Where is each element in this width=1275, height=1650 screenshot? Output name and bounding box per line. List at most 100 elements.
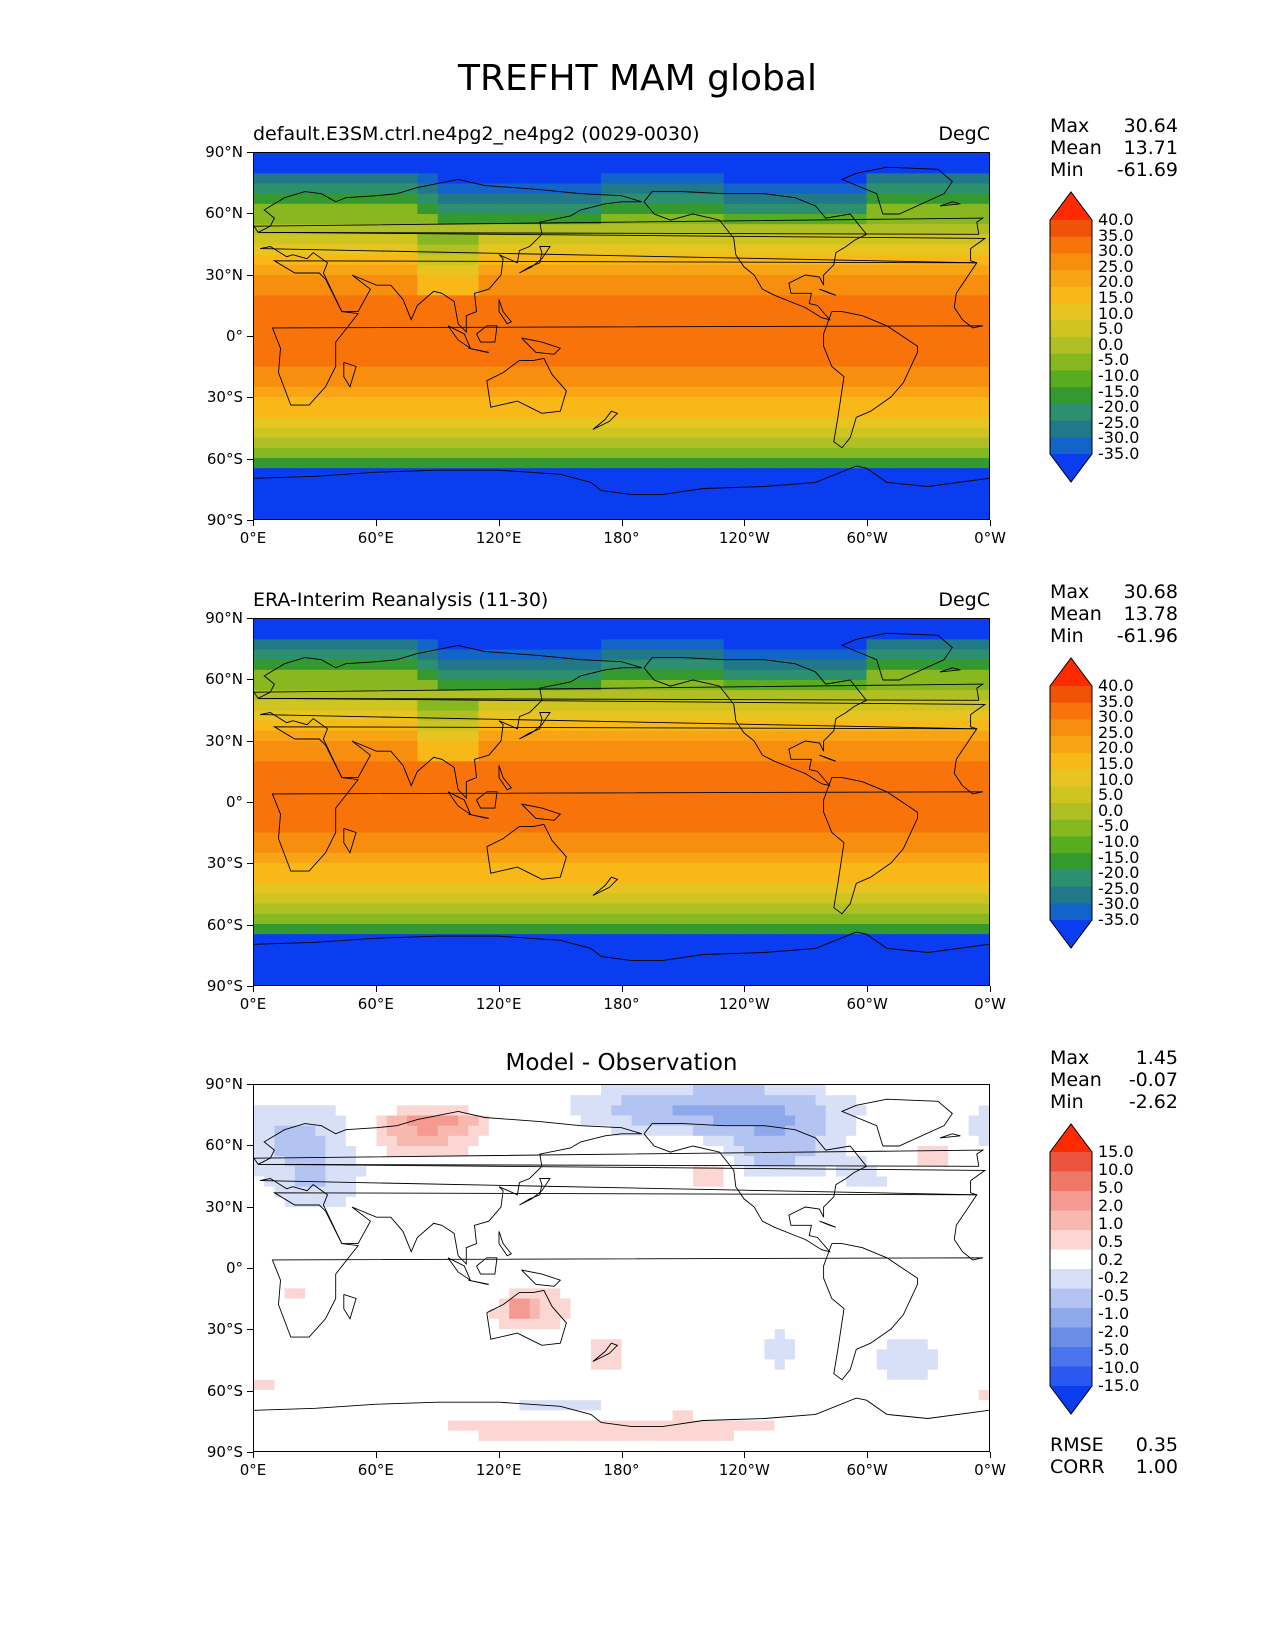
colorbar-tick-label: 30.0 bbox=[1098, 241, 1134, 261]
colorbar-tick-label: -15.0 bbox=[1098, 1376, 1140, 1395]
colorbar-tick-label: 5.0 bbox=[1098, 1178, 1124, 1197]
map-panel-model bbox=[253, 152, 990, 520]
colorbar-tick-label: 15.0 bbox=[1098, 754, 1134, 773]
colorbar-tick-label: -5.0 bbox=[1098, 350, 1130, 370]
colorbar-tick-label: 10.0 bbox=[1098, 303, 1134, 323]
colorbar-segment bbox=[1050, 270, 1092, 288]
colorbar-tick-label: -0.2 bbox=[1098, 1268, 1130, 1287]
colorbar-segment bbox=[1050, 853, 1092, 871]
stat-label: RMSE bbox=[1050, 1434, 1104, 1456]
colorbar-segment bbox=[1050, 1308, 1092, 1328]
panel-units: DegC bbox=[938, 123, 990, 145]
lat-tick-label: 90°S bbox=[206, 977, 243, 995]
colorbar-segment bbox=[1050, 387, 1092, 405]
lon-tick-mark bbox=[621, 1452, 623, 1458]
colorbar-tick-label: -20.0 bbox=[1098, 863, 1140, 883]
colorbar-extend-bottom bbox=[1050, 1386, 1092, 1414]
lon-tick-label: 0°W bbox=[974, 1461, 1006, 1479]
lat-tick-label: 30°N bbox=[205, 265, 243, 284]
colorbar-tick-label: -10.0 bbox=[1098, 832, 1140, 851]
map-svg bbox=[254, 619, 989, 985]
lon-tick-mark bbox=[498, 986, 500, 992]
colorbar-tick-label: -15.0 bbox=[1098, 381, 1140, 401]
colorbar-tick-label: 0.5 bbox=[1098, 1232, 1124, 1251]
colorbar-segment bbox=[1050, 1366, 1092, 1387]
lon-tick-mark bbox=[744, 520, 746, 526]
lat-tick-mark bbox=[247, 618, 253, 619]
lat-tick-label: 90°S bbox=[206, 511, 243, 529]
lat-tick-mark bbox=[247, 679, 253, 681]
stat-row-mean: Mean 13.78 bbox=[1050, 603, 1178, 625]
stat-label: Mean bbox=[1050, 1069, 1102, 1091]
stat-row-mean: Mean -0.07 bbox=[1050, 1069, 1178, 1091]
stat-label: Max bbox=[1050, 1047, 1090, 1069]
stat-row-max: Max 1.45 bbox=[1050, 1047, 1178, 1069]
map-svg bbox=[254, 1085, 989, 1451]
colorbar-segment bbox=[1050, 437, 1092, 455]
stat-value: 1.00 bbox=[1135, 1456, 1178, 1478]
lon-tick-mark bbox=[744, 986, 746, 992]
colorbar-tick-label: -0.5 bbox=[1098, 1286, 1130, 1305]
lon-tick-label: 180° bbox=[603, 995, 640, 1013]
lon-tick-mark bbox=[253, 520, 254, 526]
colorbar-tick-label: 0.2 bbox=[1098, 1250, 1124, 1269]
colorbar-tick-label: 35.0 bbox=[1098, 691, 1134, 711]
stats-block: Max 30.64 Mean 13.71 Min -61.69 bbox=[1050, 115, 1178, 181]
extra-stats-block: RMSE 0.35 CORR 1.00 bbox=[1050, 1434, 1178, 1478]
stat-row-max: Max 30.64 bbox=[1050, 115, 1178, 137]
stat-value: -61.96 bbox=[1116, 625, 1178, 647]
colorbar-tick-label: -2.0 bbox=[1098, 1322, 1130, 1341]
stat-label: Min bbox=[1050, 1091, 1084, 1113]
colorbar-segment bbox=[1050, 903, 1092, 921]
lat-tick-label: 90°N bbox=[205, 609, 243, 627]
colorbar-segment bbox=[1050, 420, 1092, 438]
lat-tick-mark bbox=[247, 986, 253, 987]
colorbar-tick-label: 15.0 bbox=[1098, 288, 1134, 307]
colorbar-tick-label: 0.0 bbox=[1098, 800, 1124, 820]
lat-tick-mark bbox=[247, 458, 253, 460]
lon-tick-label: 180° bbox=[603, 1461, 640, 1479]
colorbar-tick-label: -35.0 bbox=[1098, 910, 1140, 929]
stat-value: 0.35 bbox=[1135, 1434, 1178, 1456]
lon-tick-mark bbox=[744, 1452, 746, 1458]
colorbar-tick-label: -10.0 bbox=[1098, 1358, 1140, 1377]
lat-tick-mark bbox=[247, 1452, 253, 1453]
lon-tick-mark bbox=[621, 986, 623, 992]
lat-tick-mark bbox=[247, 1268, 253, 1269]
colorbar-segment bbox=[1050, 803, 1092, 821]
lat-tick-mark bbox=[247, 397, 253, 399]
lat-tick-label: 60°S bbox=[206, 449, 243, 468]
colorbar-tick-label: 35.0 bbox=[1098, 225, 1134, 245]
colorbar-segment bbox=[1050, 320, 1092, 338]
colorbar-segment bbox=[1050, 886, 1092, 904]
lon-tick-label: 120°E bbox=[475, 529, 522, 547]
stats-block: Max 1.45 Mean -0.07 Min -2.62 bbox=[1050, 1047, 1178, 1113]
colorbar-tick-label: 5.0 bbox=[1098, 319, 1124, 339]
panel-title-left: default.E3SM.ctrl.ne4pg2_ne4pg2 (0029-00… bbox=[253, 123, 700, 145]
lat-tick-label: 90°S bbox=[206, 1443, 243, 1461]
lat-tick-mark bbox=[247, 274, 253, 276]
lat-tick-mark bbox=[247, 213, 253, 215]
lat-tick-mark bbox=[247, 740, 253, 742]
map-field bbox=[254, 1085, 989, 1451]
stat-row-rmse: RMSE 0.35 bbox=[1050, 1434, 1178, 1456]
lon-tick-label: 60°W bbox=[846, 529, 888, 547]
lon-tick-mark bbox=[990, 520, 991, 526]
colorbar-obs bbox=[1049, 657, 1093, 953]
colorbar-outline bbox=[1049, 657, 1093, 949]
colorbar-tick-label: -30.0 bbox=[1098, 894, 1140, 914]
lon-tick-label: 120°W bbox=[718, 1461, 770, 1479]
colorbar-tick-label: 25.0 bbox=[1098, 722, 1134, 742]
colorbar-tick-label: 20.0 bbox=[1098, 738, 1134, 758]
stat-label: CORR bbox=[1050, 1456, 1105, 1478]
lat-tick-label: 0° bbox=[225, 793, 243, 811]
lat-tick-label: 0° bbox=[225, 1259, 243, 1277]
colorbar-segment bbox=[1050, 752, 1092, 771]
colorbar-segment bbox=[1050, 303, 1092, 321]
stat-value: 30.68 bbox=[1123, 581, 1178, 603]
stat-row-min: Min -2.62 bbox=[1050, 1091, 1178, 1113]
lon-tick-mark bbox=[375, 1452, 377, 1458]
lat-tick-mark bbox=[247, 863, 253, 865]
colorbar-segment bbox=[1050, 719, 1092, 737]
panel-units: DegC bbox=[938, 589, 990, 611]
